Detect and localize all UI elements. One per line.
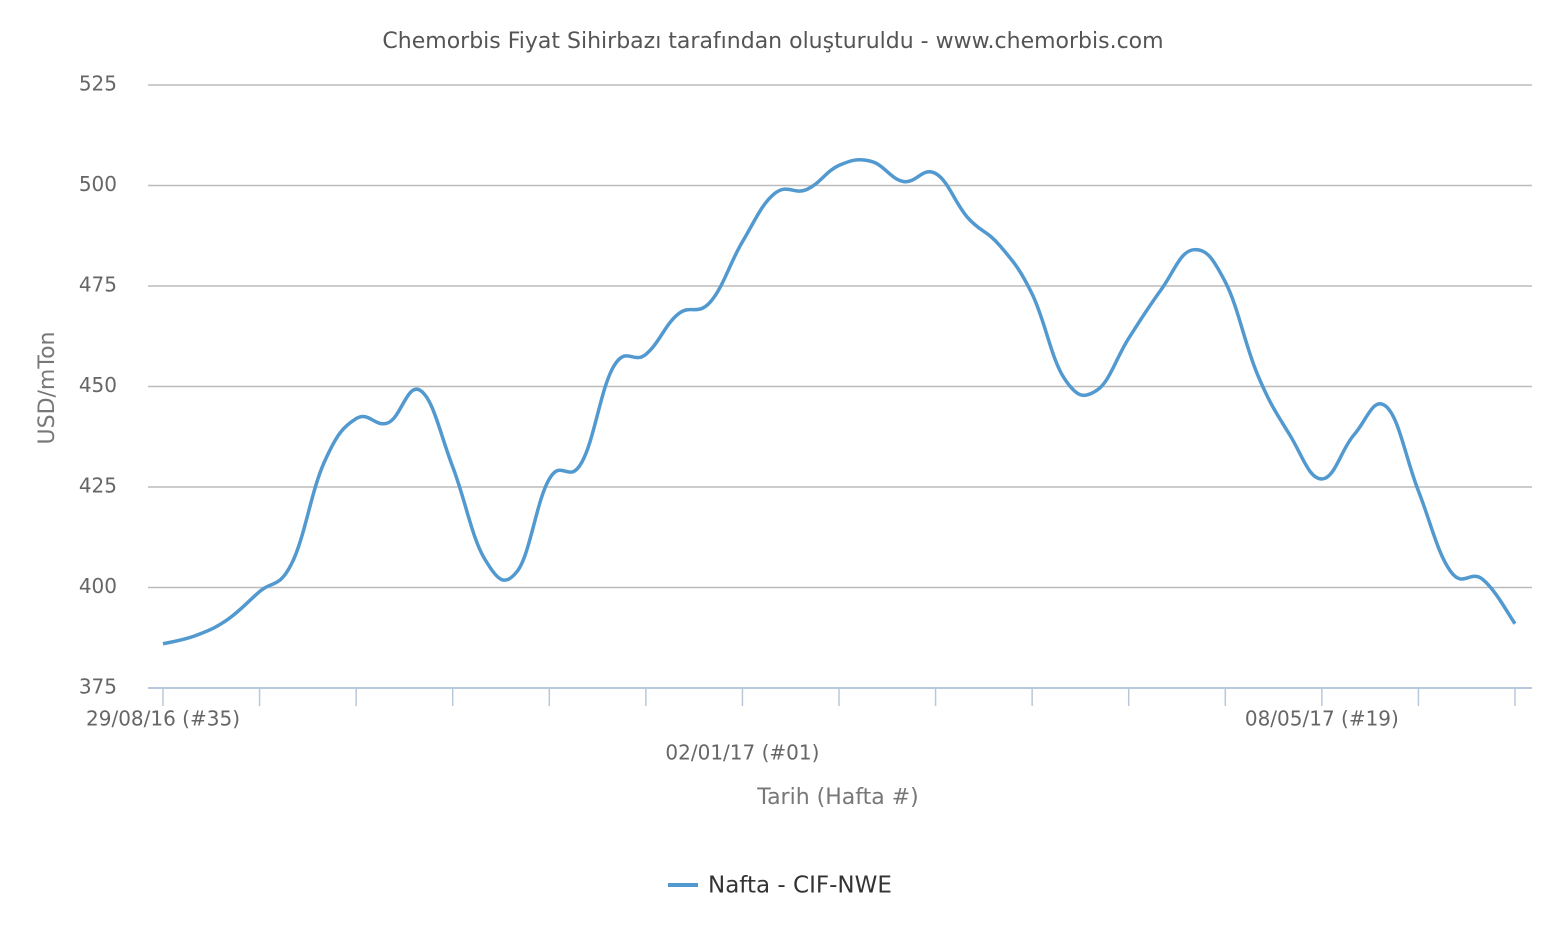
y-tick-label: 525 bbox=[79, 72, 117, 96]
y-tick-label: 425 bbox=[79, 474, 117, 498]
y-tick-label: 375 bbox=[79, 675, 117, 699]
x-tick-label: 29/08/16 (#35) bbox=[86, 707, 240, 731]
chart-title: Chemorbis Fiyat Sihirbazı tarafından olu… bbox=[382, 29, 1163, 54]
x-tick-label: 08/05/17 (#19) bbox=[1245, 707, 1399, 731]
y-tick-label: 475 bbox=[79, 273, 117, 297]
legend-label: Nafta - CIF-NWE bbox=[708, 873, 892, 899]
y-axis-title: USD/mTon bbox=[35, 332, 60, 445]
data-line bbox=[162, 158, 1517, 646]
y-tick-label: 500 bbox=[79, 172, 117, 196]
x-tick-label: 02/01/17 (#01) bbox=[665, 741, 819, 765]
y-tick-label: 450 bbox=[79, 373, 117, 397]
y-tick-label: 400 bbox=[79, 574, 117, 598]
x-axis-title: Tarih (Hafta #) bbox=[756, 785, 918, 810]
